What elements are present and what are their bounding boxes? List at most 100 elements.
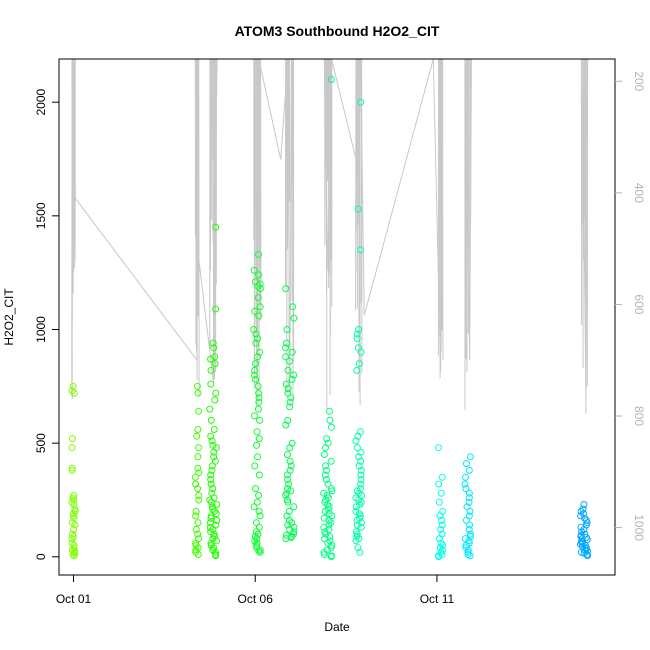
data-point	[210, 453, 218, 461]
data-point	[355, 326, 363, 333]
data-point	[286, 457, 294, 465]
data-point	[284, 366, 292, 374]
data-point	[254, 282, 262, 290]
data-point	[322, 444, 329, 452]
data-point	[286, 516, 293, 524]
data-point	[326, 407, 333, 415]
data-point	[353, 444, 361, 452]
data-point	[68, 387, 76, 395]
data-point	[322, 462, 329, 470]
data-point	[357, 246, 364, 254]
data-point	[328, 423, 335, 431]
data-point	[208, 437, 216, 445]
data-point	[465, 526, 473, 533]
data-point	[321, 507, 329, 515]
data-point	[255, 271, 263, 279]
data-point	[207, 366, 215, 374]
data-point	[286, 403, 294, 411]
data-point	[320, 451, 328, 458]
data-point	[284, 416, 292, 424]
data-point	[323, 435, 331, 443]
data-point	[192, 541, 200, 549]
data-point	[465, 489, 473, 497]
data-point	[194, 551, 202, 558]
data-point	[466, 521, 474, 529]
data-point	[435, 498, 443, 506]
data-point	[353, 532, 361, 540]
data-point	[357, 471, 365, 479]
data-point	[357, 348, 365, 356]
data-point	[209, 485, 217, 493]
data-point	[327, 457, 335, 465]
data-point	[207, 355, 214, 363]
data-point	[195, 491, 203, 499]
data-point	[290, 523, 298, 531]
data-point	[253, 441, 260, 449]
data-point	[195, 496, 203, 504]
data-point	[283, 471, 291, 479]
x-axis-label: Date	[324, 620, 350, 634]
data-point	[328, 487, 336, 495]
data-point	[326, 537, 334, 545]
data-point	[250, 412, 258, 420]
data-point	[194, 464, 202, 472]
data-point	[437, 539, 445, 547]
data-point	[324, 480, 332, 488]
data-point	[211, 353, 219, 361]
data-point	[193, 432, 201, 440]
data-point	[282, 353, 290, 361]
altitude-profile-burst	[464, 58, 472, 411]
y2-tick-label: 400	[632, 183, 646, 203]
data-point	[191, 473, 199, 481]
data-point	[255, 251, 262, 258]
data-point	[256, 546, 264, 554]
y-tick-label: 500	[34, 433, 48, 453]
data-point	[353, 330, 361, 338]
data-point	[68, 435, 76, 443]
data-point	[255, 312, 263, 320]
data-point	[357, 476, 365, 483]
data-point	[252, 360, 259, 368]
data-point	[68, 444, 76, 452]
data-point	[68, 535, 76, 543]
data-point	[192, 507, 200, 515]
data-point	[211, 396, 219, 404]
data-point	[358, 519, 365, 527]
data-point	[282, 285, 290, 293]
data-point	[256, 548, 264, 556]
data-point	[192, 480, 200, 488]
x-tick-label: Oct 11	[420, 592, 455, 606]
data-point	[438, 516, 445, 524]
data-point	[207, 541, 215, 549]
data-point	[283, 339, 290, 347]
data-point	[322, 530, 330, 538]
data-point	[212, 223, 220, 231]
data-point	[577, 512, 585, 520]
data-point	[68, 466, 76, 474]
y2-tick-label: 600	[632, 294, 646, 314]
data-point	[290, 503, 298, 511]
data-point	[211, 532, 218, 540]
altitude-profile-burst	[71, 58, 76, 400]
data-point	[353, 521, 361, 529]
data-point	[192, 526, 200, 533]
data-point	[250, 266, 258, 274]
data-point	[210, 344, 218, 352]
data-point	[207, 480, 215, 488]
data-point	[284, 498, 292, 506]
data-point	[357, 498, 365, 506]
data-point	[462, 460, 470, 468]
data-point	[355, 453, 363, 461]
y-tick-label: 0	[34, 553, 48, 560]
altitude-profile-burst	[437, 58, 444, 379]
data-point	[320, 551, 328, 558]
data-point	[252, 339, 260, 347]
data-point	[207, 514, 215, 522]
data-point	[465, 466, 473, 474]
x-axis: Oct 01 Oct 06 Oct 11	[56, 574, 455, 606]
data-point	[287, 487, 295, 495]
x-tick-label: Oct 06	[238, 592, 274, 606]
data-point	[194, 453, 202, 461]
data-point	[437, 526, 445, 533]
